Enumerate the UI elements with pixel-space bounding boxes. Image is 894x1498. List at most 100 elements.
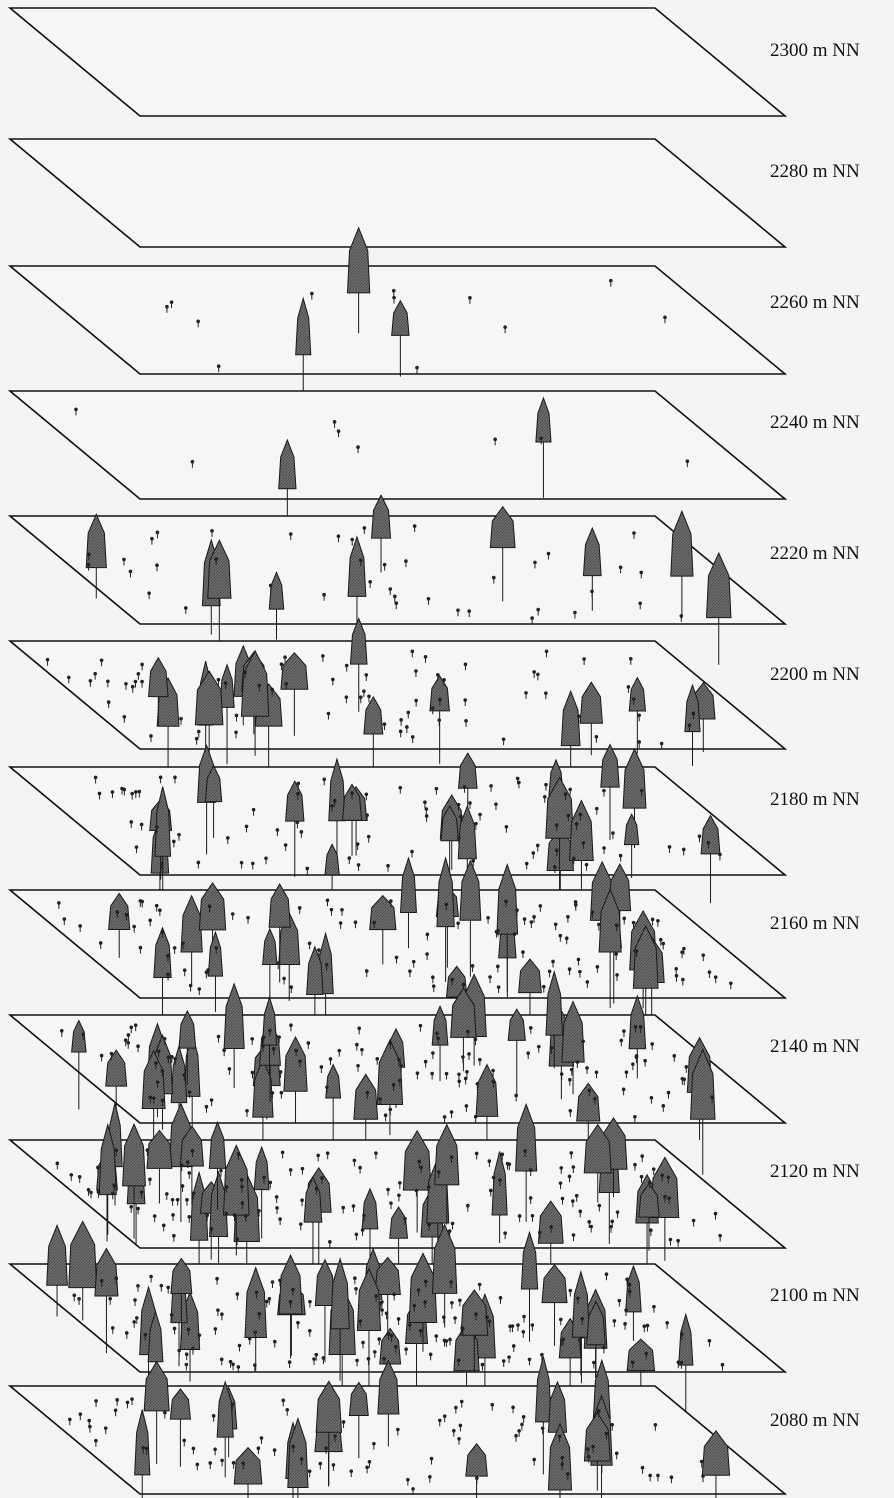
seedling-icon bbox=[587, 1220, 592, 1228]
seedling-icon bbox=[154, 903, 159, 912]
seedling-icon bbox=[375, 1056, 380, 1065]
seedling-icon bbox=[559, 1166, 564, 1174]
seedling-icon bbox=[426, 1185, 431, 1194]
seedling-icon bbox=[542, 794, 547, 803]
seedling-icon bbox=[405, 725, 409, 733]
seedling-icon bbox=[456, 802, 461, 811]
seedling-icon bbox=[639, 1174, 644, 1183]
seedling-icon bbox=[492, 575, 496, 584]
seedling-icon bbox=[406, 710, 411, 719]
seedling-icon bbox=[358, 695, 363, 704]
elevation-plane bbox=[7, 856, 788, 1053]
seedling-icon bbox=[466, 1029, 470, 1038]
seedling-icon bbox=[437, 718, 442, 727]
seedling-icon bbox=[184, 1362, 189, 1371]
seedling-icon bbox=[557, 1434, 562, 1443]
tree-icon bbox=[170, 1257, 193, 1341]
seedling-icon bbox=[134, 845, 139, 854]
seedling-icon bbox=[132, 1320, 136, 1328]
tree-icon bbox=[535, 396, 552, 498]
tree-icon bbox=[68, 1220, 98, 1321]
seedling-icon bbox=[129, 1205, 134, 1213]
seedling-icon bbox=[475, 1476, 479, 1485]
seedling-icon bbox=[139, 1190, 144, 1199]
seedling-icon bbox=[285, 1407, 290, 1416]
seedling-icon bbox=[232, 1213, 237, 1222]
seedling-icon bbox=[228, 1359, 233, 1368]
seedling-icon bbox=[279, 662, 284, 671]
seedling-icon bbox=[549, 1045, 554, 1054]
seedling-icon bbox=[651, 1167, 656, 1176]
seedling-icon bbox=[649, 1228, 653, 1237]
seedling-icon bbox=[155, 563, 159, 572]
seedling-icon bbox=[461, 1326, 465, 1335]
seedling-icon bbox=[404, 1347, 408, 1356]
seedling-icon bbox=[480, 1362, 485, 1371]
tree-icon bbox=[489, 505, 516, 602]
seedling-icon bbox=[459, 1399, 464, 1408]
seedling-icon bbox=[428, 1475, 432, 1483]
seedling-icon bbox=[697, 834, 702, 843]
seedling-icon bbox=[561, 1337, 566, 1346]
seedling-icon bbox=[457, 1072, 461, 1081]
seedling-icon bbox=[685, 459, 690, 468]
seedling-icon bbox=[272, 1339, 277, 1348]
seedling-icon bbox=[640, 1154, 645, 1163]
seedling-icon bbox=[135, 1316, 139, 1324]
elevation-plane bbox=[7, 1356, 788, 1498]
seedling-icon bbox=[276, 961, 281, 970]
seedling-icon bbox=[626, 685, 631, 693]
seedling-icon bbox=[244, 824, 249, 833]
seedling-icon bbox=[337, 1048, 342, 1057]
tree-icon bbox=[180, 894, 203, 986]
seedling-icon bbox=[611, 831, 615, 840]
seedling-icon bbox=[252, 1363, 257, 1372]
seedling-icon bbox=[532, 1457, 536, 1466]
seedling-icon bbox=[354, 1286, 358, 1295]
seedling-icon bbox=[87, 552, 91, 561]
seedling-icon bbox=[277, 1035, 281, 1044]
seedling-icon bbox=[106, 700, 111, 709]
level-label-2240: 2240 m NN bbox=[770, 412, 860, 433]
seedling-icon bbox=[388, 1107, 393, 1116]
seedling-icon bbox=[298, 1059, 302, 1068]
seedling-icon bbox=[239, 860, 244, 869]
seedling-icon bbox=[442, 1414, 447, 1423]
seedling-icon bbox=[314, 1186, 319, 1195]
seedling-icon bbox=[367, 694, 371, 703]
seedling-icon bbox=[577, 714, 581, 723]
seedling-icon bbox=[410, 649, 415, 658]
seedling-icon bbox=[353, 1276, 357, 1285]
seedling-icon bbox=[414, 698, 418, 707]
tree-icon bbox=[268, 882, 291, 983]
seedling-icon bbox=[132, 924, 136, 933]
seedling-icon bbox=[373, 1350, 377, 1358]
tree-icon bbox=[459, 859, 482, 977]
seedling-icon bbox=[676, 1238, 680, 1247]
seedling-icon bbox=[389, 1333, 394, 1342]
seedling-icon bbox=[172, 946, 177, 954]
seedling-icon bbox=[617, 1298, 622, 1307]
seedling-icon bbox=[163, 1410, 167, 1419]
seedling-icon bbox=[154, 1061, 158, 1070]
seedling-icon bbox=[312, 1357, 316, 1366]
seedling-icon bbox=[682, 946, 686, 955]
seedling-icon bbox=[414, 1188, 419, 1197]
seedling-icon bbox=[386, 1332, 391, 1340]
seedling-icon bbox=[307, 941, 312, 950]
seedling-icon bbox=[457, 1436, 461, 1445]
seedling-icon bbox=[398, 1181, 402, 1189]
tree-icon bbox=[122, 1122, 146, 1239]
tree-icon bbox=[223, 982, 245, 1089]
tree-icon bbox=[670, 509, 694, 619]
seedling-icon bbox=[554, 823, 559, 831]
seedling-icon bbox=[417, 1159, 422, 1168]
seedling-icon bbox=[643, 1058, 647, 1067]
seedling-icon bbox=[278, 1070, 283, 1078]
seedling-icon bbox=[474, 1312, 478, 1321]
seedling-icon bbox=[590, 589, 594, 598]
tree-icon bbox=[583, 1123, 612, 1203]
seedling-icon bbox=[706, 840, 711, 849]
seedling-icon bbox=[235, 1237, 239, 1245]
seedling-icon bbox=[399, 718, 403, 726]
